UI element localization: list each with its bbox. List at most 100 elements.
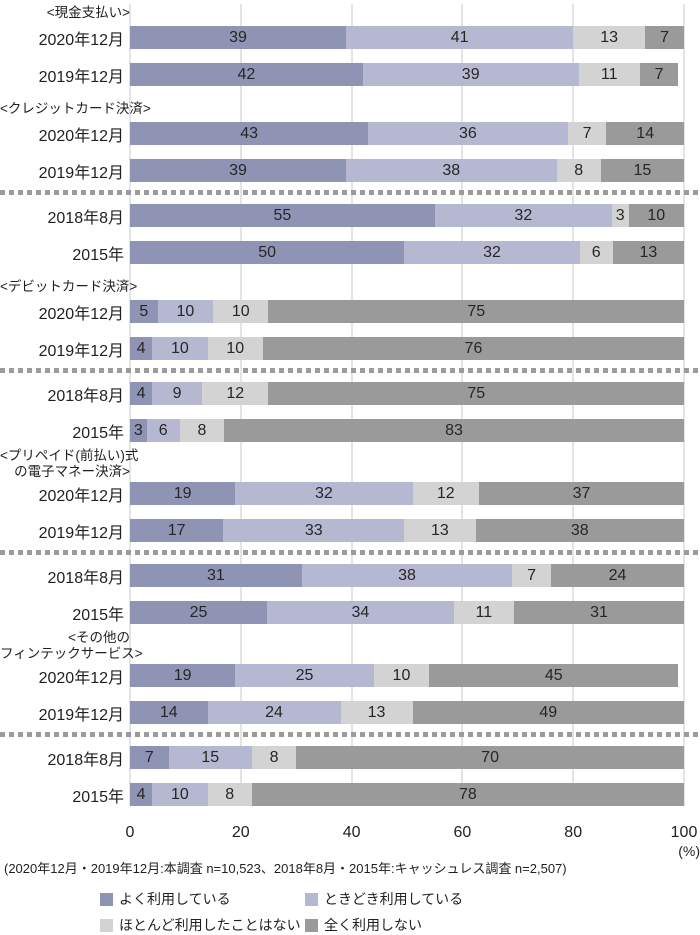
bar-row: 2020年12月 43 36 7 14 (0, 122, 700, 145)
bar-segment: 49 (412, 701, 684, 724)
bar-segment: 36 (368, 122, 568, 145)
bar-segment: 8 (207, 783, 252, 806)
bar-segment: 8 (556, 159, 601, 182)
bar-segment: 10 (157, 300, 214, 323)
bar-segment: 41 (346, 26, 574, 49)
bar-track: 42 39 11 7 (130, 63, 684, 86)
dotted-separator (0, 732, 700, 737)
bar-row: 2018年8月 4 9 12 75 (0, 382, 700, 405)
x-axis-tick: 100 (670, 824, 698, 841)
bar-track: 5 10 10 75 (130, 300, 684, 323)
bar-track: 3 6 8 83 (130, 419, 684, 442)
legend-swatch-icon (305, 918, 318, 932)
x-axis-tick: 80 (564, 824, 583, 841)
bar-track: 19 25 10 45 (130, 664, 684, 687)
bar-track: 39 38 8 15 (130, 159, 684, 182)
bar-segment: 39 (130, 159, 347, 182)
gridline-0 (129, 4, 131, 806)
bar-segment: 75 (268, 300, 684, 323)
bar-segment: 13 (612, 241, 684, 264)
bar-segment: 7 (645, 26, 684, 49)
row-label: 2015年 (72, 606, 124, 624)
bar-segment: 14 (606, 122, 684, 145)
gridline-layer (129, 4, 685, 806)
bar-segment: 43 (130, 122, 369, 145)
bar-segment: 45 (429, 664, 679, 687)
bar-row: 2020年12月 19 32 12 37 (0, 482, 700, 505)
bar-row: 2015年 4 10 8 78 (0, 783, 700, 806)
section-title: <クレジットカード決済> (0, 101, 151, 116)
bar-segment: 83 (224, 419, 684, 442)
bar-row: 2018年8月 7 15 8 70 (0, 746, 700, 769)
bar-track: 14 24 13 49 (130, 701, 684, 724)
bar-row: 2018年8月 31 38 7 24 (0, 564, 700, 587)
bar-segment: 70 (296, 746, 684, 769)
legend: よく利用している ときどき利用している ほとんど利用したことはない 全く利用しない (100, 889, 700, 935)
bar-track: 31 38 7 24 (130, 564, 684, 587)
bar-segment: 11 (453, 601, 514, 624)
bar-segment: 15 (168, 746, 252, 769)
row-label: 2020年12月 (38, 31, 124, 49)
gridline-20 (239, 4, 242, 806)
bar-segment: 38 (346, 159, 557, 182)
legend-label: よく利用している (119, 891, 231, 907)
bar-segment: 11 (578, 63, 640, 86)
bar-segment: 55 (130, 204, 435, 227)
bar-segment: 8 (179, 419, 225, 442)
x-axis-tick: 20 (231, 824, 250, 841)
gridline-40 (350, 4, 353, 806)
row-label: 2015年 (72, 246, 124, 264)
dotted-separator (0, 190, 700, 195)
bar-segment: 10 (207, 337, 263, 360)
legend-swatch-icon (100, 918, 113, 932)
bar-track: 55 32 3 10 (130, 204, 684, 227)
dotted-separator (0, 368, 700, 373)
row-label: 2019年12月 (38, 342, 124, 360)
bar-row: 2015年 3 6 8 83 (0, 419, 700, 442)
bar-segment: 39 (362, 63, 579, 86)
bar-row: 2019年12月 14 24 13 49 (0, 701, 700, 724)
bar-segment: 38 (301, 564, 513, 587)
legend-item: 全く利用しない (305, 915, 700, 935)
bar-segment: 3 (611, 204, 629, 227)
row-label: 2019年12月 (38, 524, 124, 542)
bar-segment: 7 (130, 746, 169, 769)
bar-segment: 8 (251, 746, 297, 769)
bar-segment: 10 (628, 204, 684, 227)
bar-row: 2019年12月 39 38 8 15 (0, 159, 700, 182)
bar-segment: 25 (130, 601, 268, 624)
row-label: 2020年12月 (38, 669, 124, 687)
bar-track: 17 33 13 38 (130, 519, 685, 542)
bar-segment: 75 (268, 382, 684, 405)
bar-segment: 31 (513, 601, 684, 624)
row-label: 2020年12月 (38, 305, 124, 323)
row-label: 2020年12月 (38, 127, 124, 145)
bar-segment: 39 (130, 26, 347, 49)
legend-swatch-icon (305, 892, 318, 906)
bar-segment: 31 (130, 564, 302, 587)
bar-row: 2019年12月 4 10 10 76 (0, 337, 700, 360)
bar-segment: 4 (130, 783, 153, 806)
bar-segment: 4 (130, 337, 153, 360)
bar-segment: 76 (262, 337, 684, 360)
bar-segment: 10 (152, 783, 208, 806)
legend-label: 全く利用しない (324, 917, 422, 933)
bar-segment: 4 (130, 382, 153, 405)
bar-segment: 9 (152, 382, 203, 405)
bar-segment: 32 (404, 241, 580, 264)
row-label: 2015年 (72, 788, 124, 806)
legend-label: ときどき利用している (324, 891, 464, 907)
bar-segment: 12 (202, 382, 269, 405)
gridline-80 (572, 4, 575, 806)
bar-segment: 42 (130, 63, 363, 86)
row-label: 2018年8月 (47, 751, 125, 769)
bar-segment: 13 (404, 519, 476, 542)
bar-segment: 7 (512, 564, 552, 587)
bar-segment: 13 (340, 701, 413, 724)
bar-segment: 37 (478, 482, 684, 505)
bar-row: 2020年12月 5 10 10 75 (0, 300, 700, 323)
bar-segment: 33 (223, 519, 405, 542)
bar-track: 7 15 8 70 (130, 746, 684, 769)
bar-segment: 6 (146, 419, 180, 442)
row-label: 2018年8月 (47, 387, 125, 405)
